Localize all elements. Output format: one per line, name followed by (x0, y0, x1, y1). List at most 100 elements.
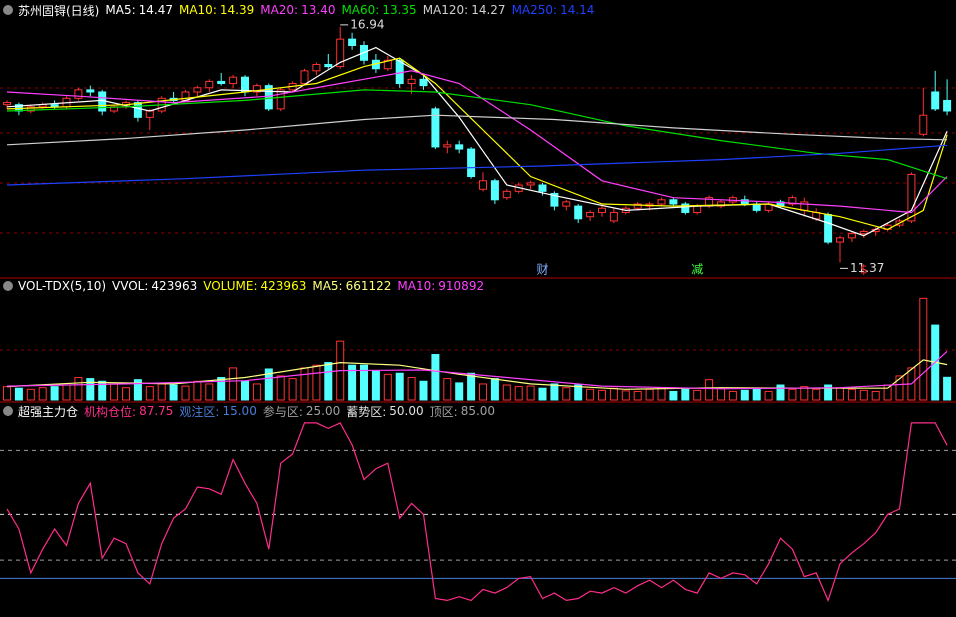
volume-bar (98, 380, 107, 401)
volume-bar (705, 379, 714, 401)
candle-body (919, 114, 928, 135)
series-line (6, 46, 948, 237)
volume-bar (645, 388, 654, 401)
volume-bar (943, 376, 952, 401)
candle-body (633, 203, 642, 209)
volume-bar (276, 375, 285, 401)
candle-body (479, 180, 487, 190)
candle-body (324, 64, 333, 68)
volume-bar (681, 388, 690, 401)
volume-bar (633, 390, 642, 401)
candle-body (574, 205, 583, 220)
volume-bar (836, 387, 844, 401)
panel-icon[interactable] (3, 281, 13, 291)
candle-body (443, 144, 452, 148)
legend-name: MA5: (312, 279, 343, 293)
event-marker: $ (860, 263, 868, 277)
panel-header: 苏州固锝(日线) MA5: 14.47 MA10: 14.39 MA20: 13.40 MA6… (0, 2, 594, 18)
candle-body (455, 144, 464, 150)
candle-body (431, 108, 440, 148)
volume-bar (38, 387, 47, 401)
series-line (6, 57, 948, 231)
volume-bar (883, 384, 892, 401)
volume-bar (847, 388, 856, 401)
candle-body (681, 203, 690, 213)
volume-bar (145, 386, 154, 401)
panel-header: VOL-TDX(5,10) VVOL: 423963 VOLUME: 423963 MA5… (0, 278, 484, 294)
volume-bar (86, 378, 95, 401)
volume-bar (514, 386, 523, 401)
volume-bar (621, 390, 630, 401)
event-marker: 财 (536, 263, 548, 277)
candle-body (241, 76, 249, 93)
panel-icon[interactable] (3, 406, 13, 416)
volume-bar (895, 375, 904, 401)
volume-bar (110, 383, 119, 401)
legend-value: 85.00 (460, 404, 496, 418)
candle-body (3, 102, 11, 106)
volume-bar (312, 364, 321, 401)
panel-title: 超强主力仓 (18, 404, 79, 419)
legend-value: 13.40 (301, 3, 336, 17)
candle-body (86, 89, 95, 93)
volume-bar (788, 388, 797, 401)
volume-bar (407, 377, 416, 401)
volume-bar (764, 390, 773, 401)
legend-name: 参与区: (262, 404, 303, 419)
volume-bar (348, 364, 357, 401)
volume-bar (693, 389, 702, 401)
legend-value: 15.00 (222, 404, 257, 418)
volume-bar (562, 387, 571, 401)
volume-bar (812, 388, 821, 401)
candle-body (145, 110, 154, 118)
annotation-label: 16.94 (350, 17, 384, 31)
volume-bar (26, 388, 35, 401)
legend-value: 87.75 (139, 404, 174, 418)
candle-body (586, 211, 595, 218)
volume-bar (824, 384, 833, 401)
candle-body (824, 214, 833, 243)
volume-bar (479, 383, 487, 401)
legend-name: MA250: (511, 3, 558, 17)
candle-body (907, 173, 916, 222)
volume-bar (229, 367, 238, 401)
volume-bar (586, 388, 595, 401)
candle-body (336, 38, 345, 68)
volume-bar (217, 377, 226, 401)
candle-body (609, 211, 618, 222)
candle-body (217, 80, 226, 85)
series-line (6, 422, 948, 603)
volume-bar (62, 384, 71, 401)
volume-bar (455, 382, 464, 401)
candle-body (419, 78, 428, 87)
legend-name: 蓄势区: (346, 404, 387, 419)
panel-icon[interactable] (3, 5, 13, 15)
volume-bar (871, 390, 880, 401)
volume-bar (300, 367, 309, 401)
volume-bar (598, 389, 606, 401)
legend-value: 910892 (438, 279, 485, 293)
legend-value: 14.27 (471, 3, 506, 17)
volume-bar (728, 390, 737, 401)
candle-body (847, 233, 856, 239)
candle-body (229, 76, 238, 85)
volume-bar (609, 387, 618, 401)
legend-value: 14.39 (219, 3, 255, 17)
panel-header: 超强主力仓 机构仓位: 87.75 观注区: 15.00 参与区: 25.00 蓄势区: 50.… (0, 403, 495, 419)
volume-bar (193, 380, 202, 401)
volume-bar (169, 384, 178, 401)
candle-body (693, 205, 702, 213)
legend-name: 机构仓位: (84, 404, 137, 419)
legend-name: MA60: (341, 3, 380, 17)
candle-body (26, 106, 35, 112)
candle-body (800, 201, 809, 211)
volume-bar (14, 387, 23, 401)
legend-name: MA10: (178, 3, 217, 17)
annotation-label: 11.37 (850, 261, 884, 275)
volume-bar (205, 383, 214, 401)
candle-body (193, 87, 202, 93)
volume-bar (395, 372, 404, 401)
volume-bar (776, 384, 785, 401)
volume-bar (669, 390, 678, 401)
